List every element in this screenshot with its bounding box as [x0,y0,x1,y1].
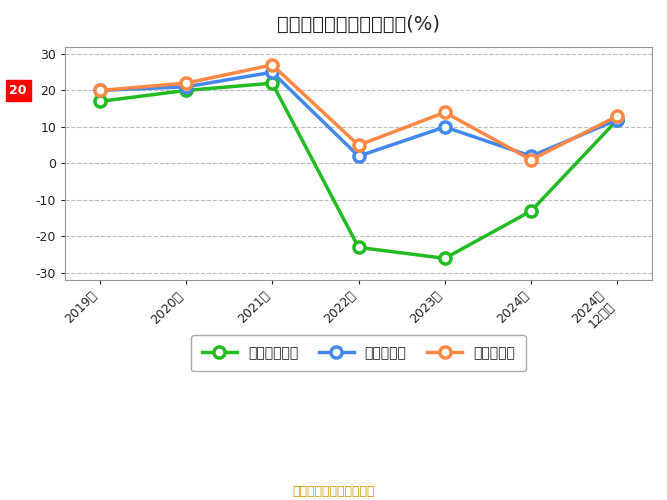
Line: 行业中猪量: 行业中猪量 [94,60,623,166]
行业中猪量 [268,62,276,68]
行业中猪量 [527,157,535,163]
公司销售增幅 [614,116,622,122]
行业出栏量 [614,116,622,122]
公司销售增幅 [355,244,363,250]
公司销售增幅 [441,256,449,262]
行业中猪量 [355,142,363,148]
Text: 20: 20 [9,84,27,97]
Line: 公司销售增幅: 公司销售增幅 [94,78,623,264]
公司销售增幅 [527,208,535,214]
Text: 数据来源：正邦科技公告: 数据来源：正邦科技公告 [292,485,375,498]
公司销售增幅 [95,98,103,104]
行业中猪量 [95,88,103,94]
行业出栏量 [268,69,276,75]
行业中猪量 [441,110,449,116]
行业出栏量 [527,153,535,159]
公司销售增幅 [268,80,276,86]
行业出栏量 [441,124,449,130]
Title: 历年猪肉销售量同比增幅(%): 历年猪肉销售量同比增幅(%) [277,15,440,34]
Legend: 公司销售增幅, 行业出栏量, 行业中猪量: 公司销售增幅, 行业出栏量, 行业中猪量 [191,335,526,372]
行业出栏量 [95,88,103,94]
公司销售增幅 [182,88,190,94]
行业出栏量 [182,84,190,90]
Line: 行业出栏量: 行业出栏量 [94,66,623,162]
行业中猪量 [182,80,190,86]
行业出栏量 [355,153,363,159]
行业中猪量 [614,113,622,119]
